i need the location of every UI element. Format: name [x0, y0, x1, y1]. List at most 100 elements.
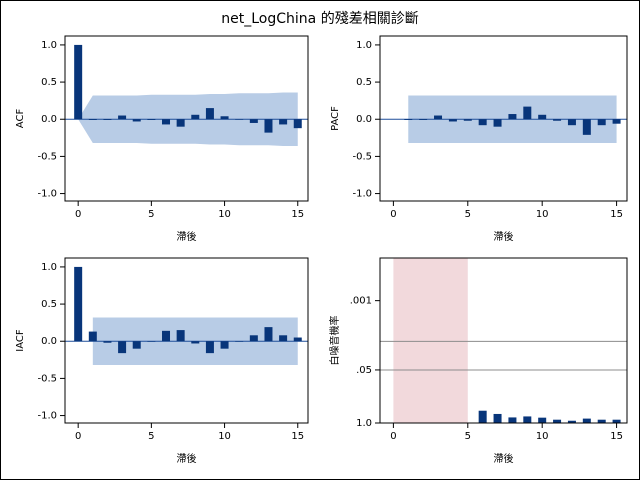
bar: [88, 119, 97, 120]
y-tick-label: 1.0: [356, 40, 372, 51]
bar: [419, 119, 428, 120]
x-tick-label: 5: [465, 431, 471, 442]
bar: [191, 114, 200, 120]
bar: [249, 335, 258, 342]
bar: [264, 327, 273, 342]
y-tick-label: 0.0: [41, 336, 57, 347]
bar: [567, 420, 576, 423]
bar: [538, 114, 547, 120]
shaded-region: [393, 258, 468, 423]
bar: [191, 341, 200, 344]
bar: [220, 116, 229, 120]
bar: [478, 410, 487, 423]
bar: [176, 330, 185, 342]
bar: [448, 119, 457, 122]
bar: [508, 114, 517, 120]
bar: [493, 413, 502, 423]
bar: [220, 341, 229, 349]
x-tick-label: 5: [465, 209, 471, 220]
y-tick-label: 1.0: [41, 262, 57, 273]
bar: [493, 119, 502, 127]
bar: [463, 119, 472, 121]
x-tick-label: 5: [148, 209, 154, 220]
bar: [235, 119, 244, 120]
bar: [132, 119, 141, 122]
chart-title: net_LogChina 的殘差相關診斷: [221, 10, 418, 27]
x-tick-label: 0: [75, 431, 81, 442]
bar: [434, 115, 443, 120]
y-tick-label: -1.0: [37, 411, 57, 422]
x-axis-label: 滯後: [177, 230, 197, 243]
bar: [279, 119, 288, 125]
x-axis-label: 滯後: [494, 230, 514, 243]
x-tick-label: 15: [610, 431, 623, 442]
x-tick-label: 10: [218, 209, 231, 220]
bar: [235, 341, 244, 342]
bar: [176, 119, 185, 127]
y-tick-label: -1.0: [37, 189, 57, 200]
x-tick-label: 15: [291, 209, 304, 220]
bar: [103, 341, 112, 343]
bar: [553, 419, 562, 423]
bar: [523, 106, 532, 120]
y-tick-label: 1.0: [356, 418, 372, 429]
y-tick-label: 0.5: [41, 299, 57, 310]
x-axis-label: 滯後: [177, 452, 197, 465]
y-axis-label: 白噪音機率: [328, 316, 341, 366]
bar: [293, 337, 302, 342]
x-tick-label: 0: [390, 209, 396, 220]
y-axis-label: IACF: [15, 329, 26, 352]
y-tick-label: 0.0: [356, 114, 372, 125]
bar: [508, 417, 517, 423]
plot-frame: [64, 257, 309, 424]
plot-frame: [379, 257, 628, 424]
bar: [538, 417, 547, 423]
y-axis-label: PACF: [330, 106, 341, 131]
bar: [612, 119, 621, 124]
bar: [597, 119, 606, 126]
x-tick-label: 5: [148, 431, 154, 442]
bar: [582, 119, 591, 135]
bar: [74, 266, 83, 342]
bar: [264, 119, 273, 133]
x-tick-label: 15: [610, 209, 623, 220]
bar: [597, 419, 606, 423]
y-tick-label: -0.5: [37, 373, 57, 384]
bar: [249, 119, 258, 123]
x-tick-label: 15: [291, 431, 304, 442]
bar: [523, 416, 532, 423]
bar: [553, 119, 562, 121]
bar: [118, 115, 127, 120]
y-tick-label: .001: [350, 296, 372, 307]
bar: [205, 108, 214, 120]
y-axis-label: ACF: [15, 109, 26, 129]
y-tick-label: 0.0: [41, 114, 57, 125]
y-tick-label: 0.5: [41, 77, 57, 88]
bar: [293, 119, 302, 129]
bar: [132, 341, 141, 349]
bar: [567, 119, 576, 126]
bar: [162, 119, 171, 125]
y-tick-label: -0.5: [37, 151, 57, 162]
plot-frame: [379, 35, 628, 202]
y-tick-label: 0.5: [356, 77, 372, 88]
bar: [162, 330, 171, 342]
bar: [147, 341, 156, 342]
bar: [103, 119, 112, 120]
y-tick-label: -1.0: [352, 189, 372, 200]
x-tick-label: 0: [75, 209, 81, 220]
bar: [279, 335, 288, 342]
x-tick-label: 0: [390, 431, 396, 442]
bar: [612, 419, 621, 423]
bar: [205, 341, 214, 354]
bar: [118, 341, 127, 354]
y-tick-label: .05: [356, 365, 372, 376]
bar: [74, 44, 83, 120]
bar: [478, 119, 487, 126]
bar: [147, 119, 156, 120]
y-tick-label: -0.5: [352, 151, 372, 162]
bar: [88, 331, 97, 342]
x-tick-label: 10: [536, 431, 549, 442]
